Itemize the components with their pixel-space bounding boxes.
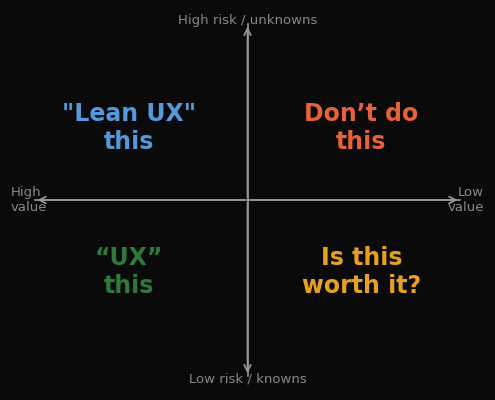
Text: Low risk / knowns: Low risk / knowns [189,373,306,386]
Text: “UX”
this: “UX” this [95,246,163,298]
Text: Don’t do
this: Don’t do this [304,102,418,154]
Text: High
value: High value [11,186,48,214]
Text: "Lean UX"
this: "Lean UX" this [62,102,196,154]
Text: Is this
worth it?: Is this worth it? [302,246,421,298]
Text: High risk / unknowns: High risk / unknowns [178,14,317,27]
Text: Low
value: Low value [447,186,484,214]
